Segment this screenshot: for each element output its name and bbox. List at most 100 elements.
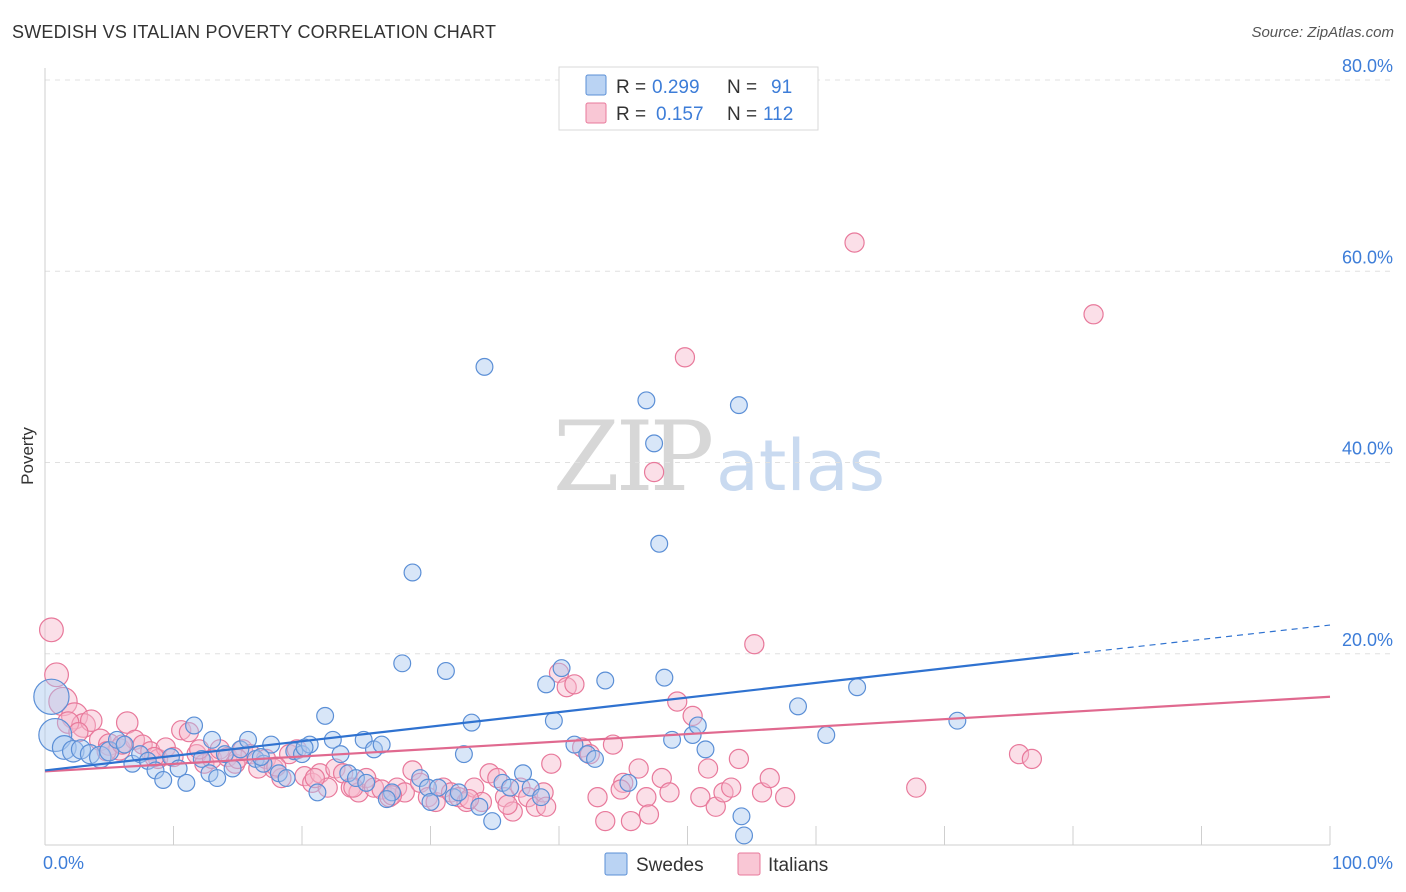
swedes-point <box>650 534 669 553</box>
swedes-point <box>316 706 335 725</box>
italians-point <box>363 777 385 798</box>
italians-point <box>1008 744 1030 765</box>
swedes-point <box>732 807 751 826</box>
swedes-point <box>501 778 520 797</box>
swedes-point <box>372 735 391 754</box>
italians-point <box>602 734 624 755</box>
italians-point <box>487 767 508 789</box>
swedes-point <box>483 812 502 831</box>
italians-n-value: 112 <box>763 104 793 125</box>
swedes-point <box>403 563 422 582</box>
x-tick-label-max: 100.0% <box>1332 853 1393 873</box>
italians-point <box>697 758 719 779</box>
italians-point <box>44 662 70 688</box>
swedes-point <box>655 668 674 687</box>
italians-point <box>690 787 711 808</box>
italians-r-label: R = <box>616 104 646 125</box>
italians-point <box>1083 304 1104 325</box>
italians-point <box>638 804 660 825</box>
italians-legend-swatch <box>585 102 607 124</box>
swedes-point <box>208 769 227 788</box>
swedes-point <box>696 740 715 759</box>
swedes-legend-swatch <box>585 74 607 96</box>
series-legend: Swedes Italians <box>604 852 828 876</box>
italians-point <box>682 705 703 727</box>
swedes-point <box>411 769 430 788</box>
italians-point <box>541 753 562 774</box>
swedes-point <box>357 773 376 792</box>
italians-point <box>721 777 742 798</box>
italians-point <box>38 617 64 643</box>
italians-bottom-swatch <box>737 852 761 876</box>
italians-point <box>728 748 750 770</box>
italians-legend-label: Italians <box>768 855 828 876</box>
italians-point <box>564 674 585 695</box>
swedes-point <box>308 783 327 802</box>
swedes-point <box>203 730 222 749</box>
swedes-point <box>70 739 92 760</box>
swedes-trend-line <box>44 652 1074 772</box>
swedes-point <box>323 730 342 749</box>
swedes-r-label: R = <box>616 77 646 98</box>
y-axis-title: Poverty <box>18 427 37 485</box>
chart-title: SWEDISH VS ITALIAN POVERTY CORRELATION C… <box>12 22 497 42</box>
swedes-point <box>33 678 70 715</box>
swedes-point <box>38 717 73 753</box>
italians-point <box>759 767 780 789</box>
y-tick-labels: 20.0% 40.0% 60.0% 80.0% <box>1342 56 1393 650</box>
swedes-point <box>532 788 551 807</box>
swedes-series <box>33 357 967 845</box>
italians-point <box>394 782 415 803</box>
swedes-point <box>154 770 173 789</box>
italians-point <box>536 796 557 817</box>
swedes-point <box>735 826 754 845</box>
stats-legend: R = 0.299 N = 91 R = 0.157 N = 112 <box>558 66 819 131</box>
y-tick-label: 40.0% <box>1342 439 1393 459</box>
swedes-point <box>436 661 455 680</box>
swedes-point <box>393 654 412 673</box>
italians-point <box>587 787 608 808</box>
swedes-point <box>177 773 196 792</box>
italians-point <box>595 810 616 832</box>
y-tick-label: 60.0% <box>1342 247 1393 267</box>
watermark-zip: ZIP <box>553 401 712 513</box>
gridlines <box>45 79 1395 655</box>
swedes-n-value: 91 <box>771 77 792 98</box>
swedes-point <box>817 726 836 745</box>
italians-point <box>674 347 696 368</box>
italians-point <box>659 782 680 803</box>
swedes-point <box>470 797 489 816</box>
swedes-legend-label: Swedes <box>636 855 704 876</box>
source-label: Source: ZipAtlas.com <box>1251 24 1394 41</box>
italians-point <box>636 787 657 808</box>
italians-point <box>775 787 796 808</box>
italians-point <box>48 686 78 717</box>
watermark-atlas: atlas <box>716 425 885 507</box>
swedes-point <box>61 739 85 763</box>
swedes-point <box>346 769 365 788</box>
y-tick-label: 20.0% <box>1342 630 1393 650</box>
swedes-point <box>429 778 448 797</box>
swedes-point <box>848 678 867 697</box>
swedes-point <box>729 396 748 415</box>
italians-point <box>906 777 927 798</box>
italians-point <box>620 810 642 832</box>
swedes-point <box>637 391 656 410</box>
italians-point <box>844 232 865 253</box>
swedes-point <box>552 659 571 678</box>
italians-point <box>556 677 577 698</box>
swedes-point <box>645 434 664 453</box>
italians-point <box>497 794 518 815</box>
italians-point <box>667 691 688 712</box>
swedes-point <box>377 790 396 809</box>
swedes-n-label: N = <box>727 77 757 98</box>
swedes-point <box>454 745 473 764</box>
swedes-point <box>223 759 242 778</box>
swedes-point <box>418 778 437 797</box>
swedes-point <box>185 716 204 735</box>
swedes-point <box>537 675 556 694</box>
swedes-point <box>619 773 638 792</box>
swedes-point <box>449 783 468 802</box>
swedes-trend-line-extension <box>1072 624 1331 655</box>
